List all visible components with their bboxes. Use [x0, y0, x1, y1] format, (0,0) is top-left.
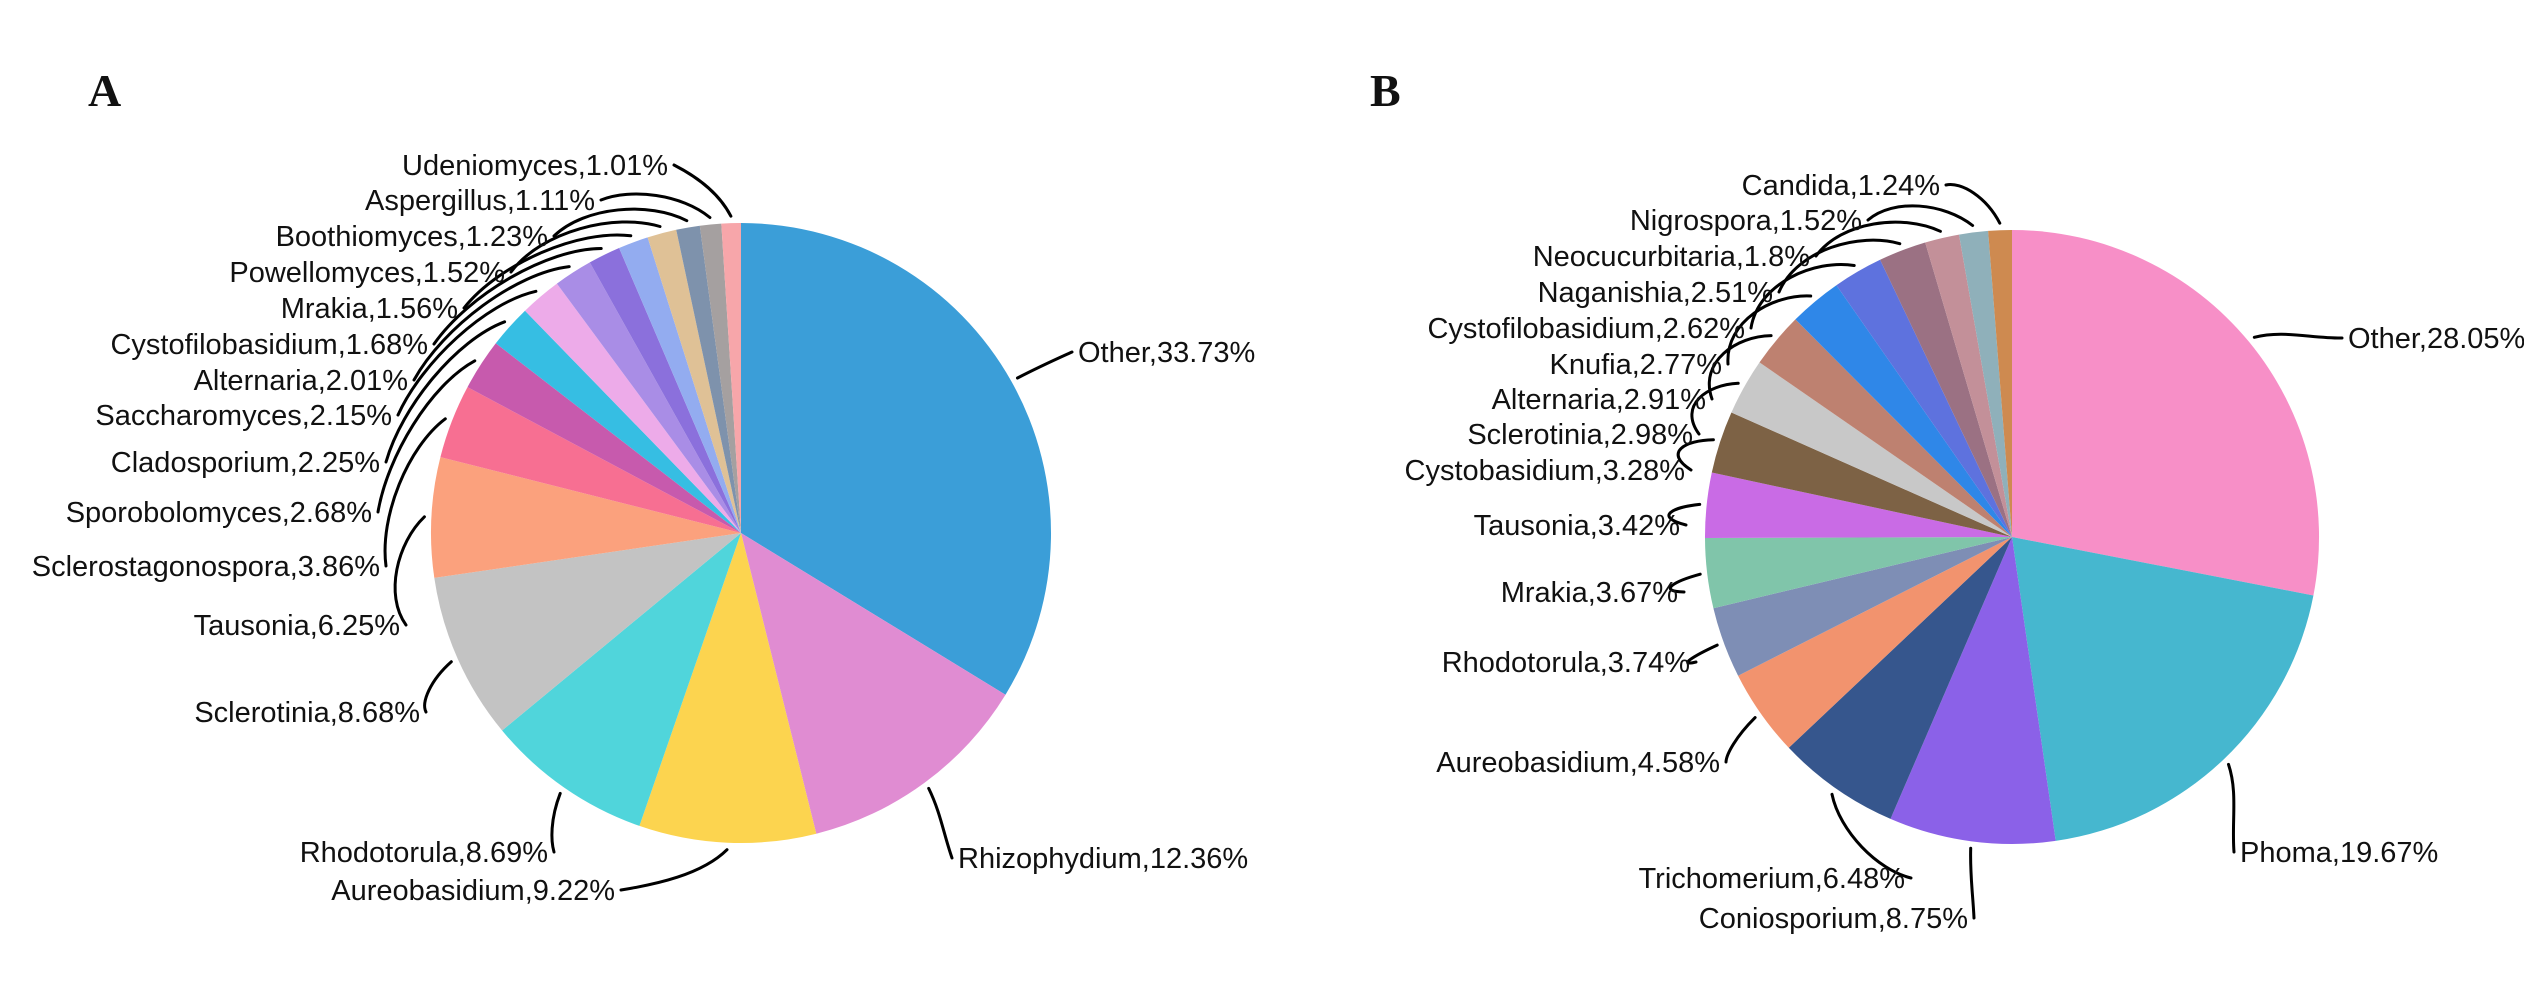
- pie-b-label-cystofilobasidium: Cystofilobasidium,2.62%: [1427, 313, 1745, 345]
- pie-a-label-aureobasidium: Aureobasidium,9.22%: [331, 875, 615, 907]
- pie-a-label-sclerotinia: Sclerotinia,8.68%: [194, 697, 420, 729]
- pie-a-label-cladosporium: Cladosporium,2.25%: [111, 447, 380, 479]
- chart-canvas: A B Other,33.73% Rhizophydium,12.36% Aureo…: [0, 0, 2524, 984]
- pie-a-label-sporobolomyces: Sporobolomyces,2.68%: [66, 497, 372, 529]
- pie-b-leader-rhodotorula: [1688, 645, 1718, 663]
- pie-b-leader-coniosporium: [1971, 848, 1974, 918]
- pie-a-leader-udeniomyces: [674, 165, 731, 216]
- pie-b-label-other: Other,28.05%: [2348, 323, 2524, 355]
- pie-a-leader-rhizophydium: [929, 788, 952, 858]
- pie-b-label-sclerotinia: Sclerotinia,2.98%: [1467, 419, 1693, 451]
- pie-b-label-nigrospora: Nigrospora,1.52%: [1630, 205, 1862, 237]
- panel-label-a: A: [88, 65, 121, 116]
- pie-a-label-cystofilobasidium: Cystofilobasidium,1.68%: [110, 329, 428, 361]
- pie-a-label-other: Other,33.73%: [1078, 337, 1255, 369]
- pie-a-leader-aspergillus: [601, 194, 710, 217]
- pie-a-label-boothiomyces: Boothiomyces,1.23%: [276, 221, 548, 253]
- pie-a-leader-rhodotorula: [552, 793, 560, 852]
- pie-a-label-rhizophydium: Rhizophydium,12.36%: [958, 843, 1248, 875]
- panel-label-b: B: [1370, 65, 1401, 116]
- pie-b-label-tausonia: Tausonia,3.42%: [1474, 510, 1680, 542]
- pie-a-label-saccharomyces: Saccharomyces,2.15%: [95, 400, 392, 432]
- pie-b-leader-other: [2254, 334, 2342, 338]
- pie-a-leader-aureobasidium: [621, 850, 727, 890]
- pie-b-label-candida: Candida,1.24%: [1742, 170, 1940, 202]
- pie-b-label-mrakia: Mrakia,3.67%: [1501, 577, 1678, 609]
- pie-a-label-tausonia: Tausonia,6.25%: [194, 610, 400, 642]
- pie-a-leader-tausonia: [395, 517, 424, 625]
- pie-b-slice-other: [2012, 230, 2319, 596]
- pie-b-label-cystobasidium: Cystobasidium,3.28%: [1405, 455, 1685, 487]
- pie-a-label-udeniomyces: Udeniomyces,1.01%: [402, 150, 668, 182]
- pie-b-label-phoma: Phoma,19.67%: [2240, 837, 2438, 869]
- pie-a-label-mrakia: Mrakia,1.56%: [281, 293, 458, 325]
- pie-b-leader-phoma: [2229, 764, 2235, 852]
- pie-chart-b: Other,28.05% Phoma,19.67% Coniosporium,8.7…: [1405, 170, 2524, 935]
- pie-a-leader-sclerotinia: [425, 662, 452, 712]
- pie-a-leader-other: [1018, 352, 1073, 378]
- pie-a-label-aspergillus: Aspergillus,1.11%: [365, 185, 595, 217]
- pie-b-label-aureobasidium: Aureobasidium,4.58%: [1436, 747, 1720, 779]
- pie-b-label-neocucurbitaria: Neocucurbitaria,1.8%: [1533, 241, 1810, 273]
- pie-b-label-naganishia: Naganishia,2.51%: [1538, 277, 1773, 309]
- pie-b-label-coniosporium: Coniosporium,8.75%: [1699, 903, 1968, 935]
- pie-a-label-sclerostagonospora: Sclerostagonospora,3.86%: [32, 551, 380, 583]
- pie-b-label-alternaria: Alternaria,2.91%: [1492, 384, 1706, 416]
- pie-b-label-rhodotorula: Rhodotorula,3.74%: [1442, 647, 1690, 679]
- pie-b-label-trichomerium: Trichomerium,6.48%: [1639, 863, 1905, 895]
- pie-b-leader-aureobasidium: [1726, 718, 1755, 762]
- pie-a-label-powellomyces: Powellomyces,1.52%: [229, 257, 505, 289]
- pie-a-label-alternaria: Alternaria,2.01%: [194, 365, 408, 397]
- pie-chart-a: Other,33.73% Rhizophydium,12.36% Aureobasi…: [32, 150, 1256, 907]
- figure-two-pie-charts: A B Other,33.73% Rhizophydium,12.36% Aureo…: [0, 0, 2524, 984]
- pie-b-label-knufia: Knufia,2.77%: [1549, 349, 1722, 381]
- pie-a-label-rhodotorula: Rhodotorula,8.69%: [300, 837, 548, 869]
- pie-b-leader-candida: [1946, 185, 2000, 224]
